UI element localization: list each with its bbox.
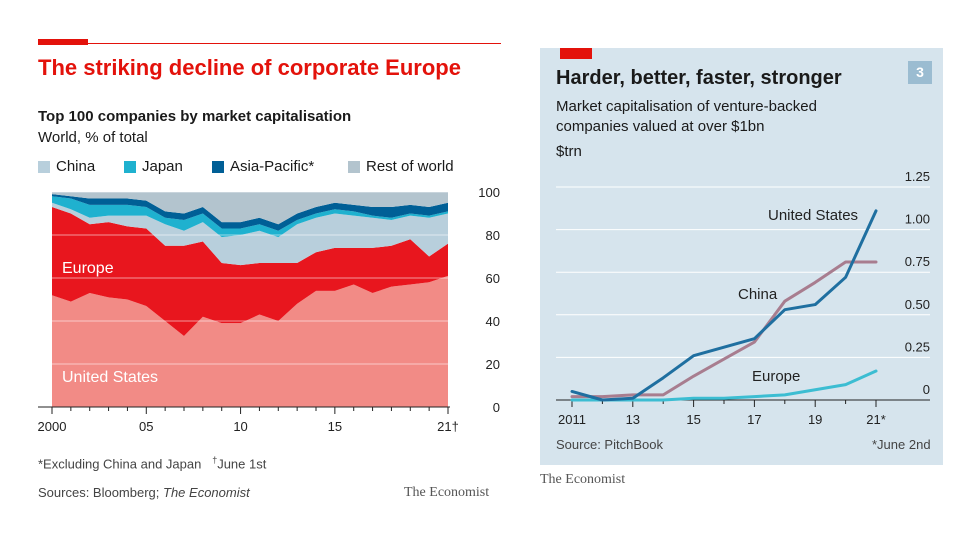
y-tick-label-80: 80 xyxy=(486,228,500,243)
y-tick-label-0: 0 xyxy=(493,400,500,415)
left-footnote-a: *Excluding China and Japan xyxy=(38,456,202,472)
left-footnote-b: June 1st xyxy=(217,456,267,472)
left-source: Sources: Bloomberg; The Economist xyxy=(38,485,250,500)
right-chart-number-badge: 3 xyxy=(908,61,932,84)
right-y-tick-label-2: 0.50 xyxy=(905,297,930,312)
right-headline: Harder, better, faster, stronger xyxy=(556,67,842,89)
right-x-tick-label-2017: 17 xyxy=(747,412,761,427)
area-europe xyxy=(52,207,448,337)
legend-item-japan: Japan xyxy=(124,158,183,175)
legend-swatch-china xyxy=(38,160,50,173)
right-y-tick-label-5: 1.25 xyxy=(905,169,930,184)
legend-item-asia-pacific: Asia-Pacific* xyxy=(212,158,314,175)
right-source: Source: PitchBook xyxy=(556,437,663,452)
right-footnote: *June 2nd xyxy=(872,437,931,452)
right-chart-unit: $trn xyxy=(556,143,582,160)
series-label-united-states: United States xyxy=(768,207,858,224)
area-japan xyxy=(52,196,448,238)
left-chart-subtitle: Top 100 companies by market capitalisati… xyxy=(38,108,352,125)
legend-label-rest-of-world: Rest of world xyxy=(366,158,454,175)
legend-label-china: China xyxy=(56,158,96,175)
x-tick-label-2015: 15 xyxy=(328,419,342,434)
left-source-italic: The Economist xyxy=(163,485,250,500)
y-tick-label-100: 100 xyxy=(478,185,500,200)
legend-item-rest-of-world: Rest of world xyxy=(348,158,454,175)
left-top-rule xyxy=(38,43,501,44)
line-china xyxy=(570,260,878,399)
left-red-tag xyxy=(38,39,88,45)
area-asia-pacific xyxy=(52,194,448,231)
legend-item-china: China xyxy=(38,158,95,175)
x-tick-label-2000: 2000 xyxy=(38,419,67,434)
legend-swatch-rest-of-world xyxy=(348,160,360,173)
area-rest-of-world xyxy=(52,192,448,225)
right-y-tick-label-0: 0 xyxy=(923,382,930,397)
left-source-prefix: Sources: Bloomberg; xyxy=(38,485,164,500)
series-label-china: China xyxy=(738,286,778,303)
right-x-tick-label-2019: 19 xyxy=(808,412,822,427)
y-tick-label-40: 40 xyxy=(486,314,500,329)
right-y-tick-label-3: 0.75 xyxy=(905,254,930,269)
left-chart-unit: World, % of total xyxy=(38,129,148,146)
x-tick-label-2021: 21† xyxy=(437,419,459,434)
legend-swatch-asia-pacific xyxy=(212,160,224,173)
right-x-tick-label-2021: 21* xyxy=(866,412,886,427)
line-united-states xyxy=(570,209,878,402)
area-china xyxy=(52,202,448,266)
right-brand-logo: The Economist xyxy=(540,472,626,487)
right-line-chart: 0 0.25 0.50 0.75 1.00 1.25 2011 13 15 17 19 21* Unit… xyxy=(556,169,930,427)
legend-label-japan: Japan xyxy=(142,158,183,175)
left-headline: The striking decline of corporate Europe xyxy=(38,55,461,80)
left-footnote: *Excluding China and Japan †June 1st xyxy=(38,455,266,471)
annotation-united-states: United States xyxy=(62,369,158,386)
right-chart-subtitle: Market capitalisation of venture-backed … xyxy=(556,98,817,135)
y-tick-label-60: 60 xyxy=(486,271,500,286)
x-tick-label-2005: 05 xyxy=(139,419,153,434)
right-y-tick-label-4: 1.00 xyxy=(905,212,930,227)
series-label-europe: Europe xyxy=(752,368,800,385)
area-united-states xyxy=(52,275,448,407)
right-red-tag xyxy=(560,48,592,59)
y-tick-label-20: 20 xyxy=(486,357,500,372)
legend-swatch-japan xyxy=(124,160,136,173)
x-tick-label-2010: 10 xyxy=(233,419,247,434)
left-footnote-mark: † xyxy=(212,455,218,465)
right-y-tick-label-1: 0.25 xyxy=(905,339,930,354)
right-x-tick-label-2013: 13 xyxy=(626,412,640,427)
right-x-tick-label-2011: 2011 xyxy=(558,412,586,427)
left-area-chart: 0 20 40 60 80 100 2000 05 10 15 21† Europe United St… xyxy=(38,185,500,434)
annotation-europe: Europe xyxy=(62,260,114,277)
legend-label-asia-pacific: Asia-Pacific* xyxy=(230,158,315,175)
left-brand-logo: The Economist xyxy=(404,485,490,500)
right-x-tick-label-2015: 15 xyxy=(686,412,700,427)
